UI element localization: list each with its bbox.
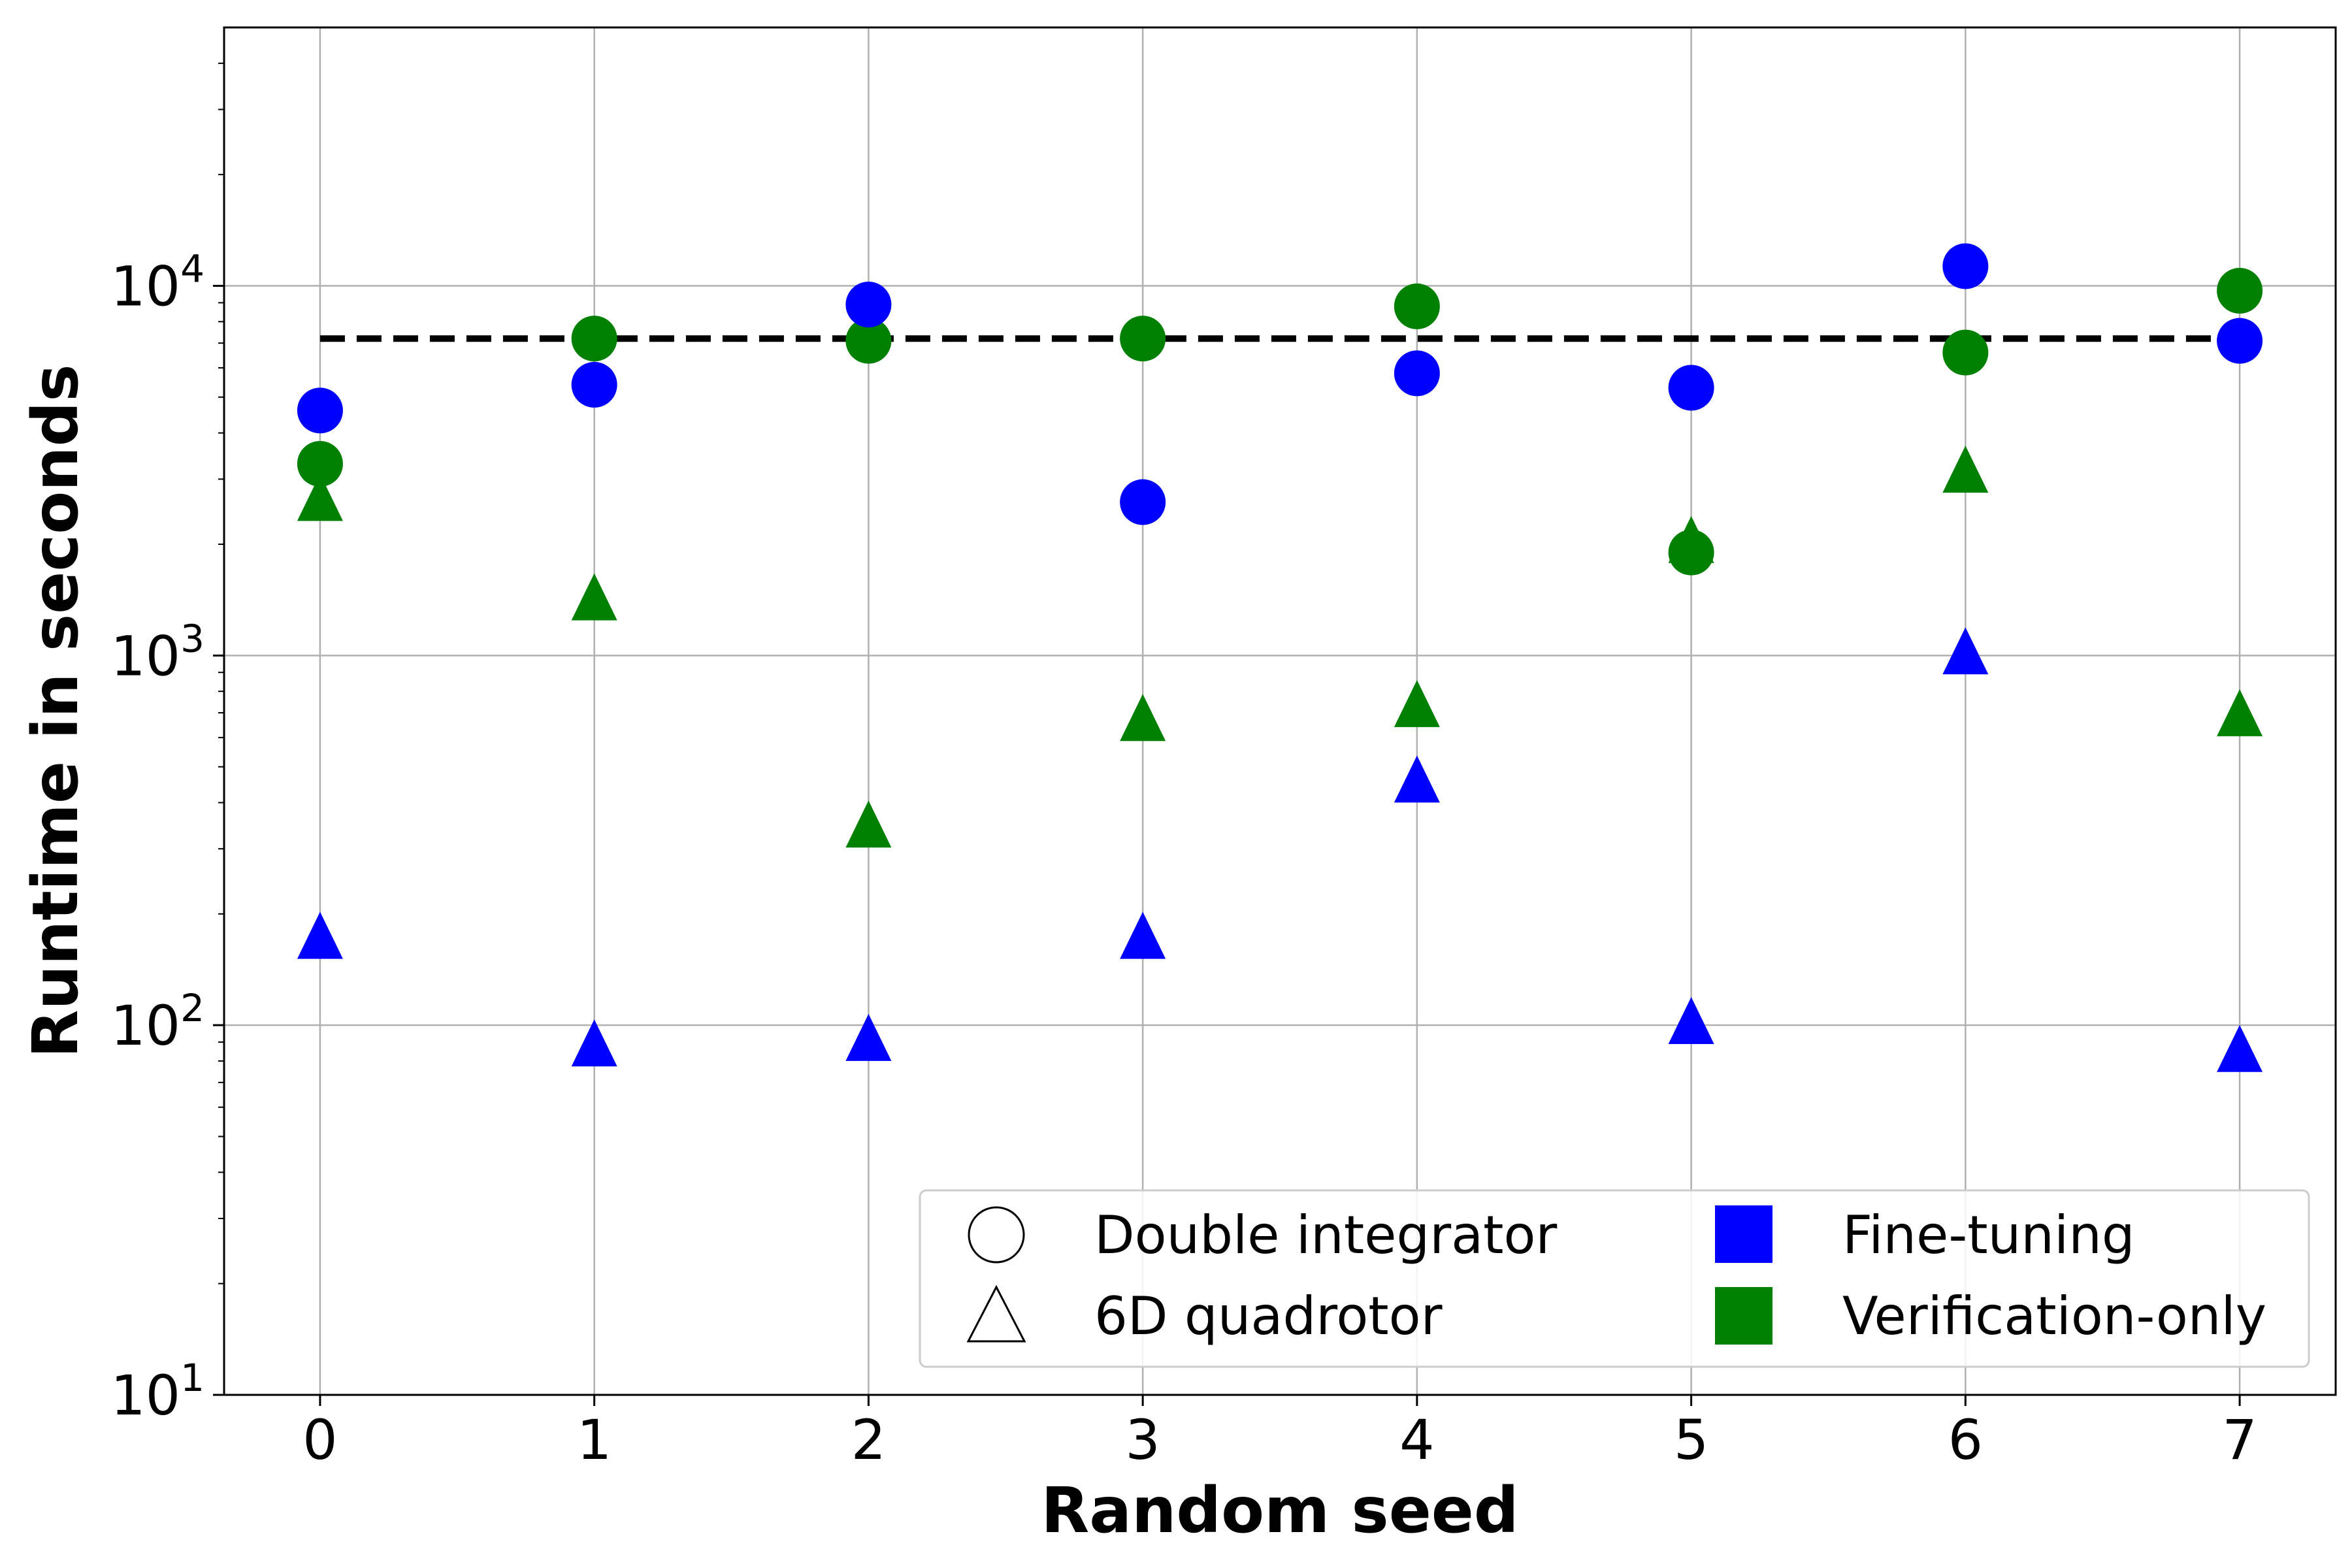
y-tick-label: 102 [110,986,204,1058]
data-point-circle [1394,350,1440,397]
data-point-triangle [297,911,343,959]
grid-lines [224,27,2336,1395]
x-axis-title: Random seed [1041,1474,1518,1547]
data-point-triangle [1120,911,1166,959]
y-tick-label: 103 [110,616,204,688]
legend-fine-tuning-swatch [1715,1205,1772,1263]
legend-box [919,1189,2310,1368]
x-tick-label: 6 [1948,1408,1983,1472]
y-axis-title: Runtime in seconds [19,365,92,1058]
plot-frame [223,26,2337,1396]
data-point-triangle [1668,996,1714,1044]
data-point-circle [571,361,617,408]
data-point-triangle [1942,446,1989,493]
data-point-triangle [1120,694,1166,742]
data-point-triangle [1394,755,1440,803]
data-point-triangle [1394,679,1440,727]
y-tick-label: 101 [110,1356,204,1428]
x-tick-label: 5 [1674,1408,1708,1472]
legend-label-fine-tuning: Fine-tuning [1842,1205,2135,1266]
data-point-triangle [297,474,343,521]
data-point-triangle [845,800,892,848]
data-point-triangle [2217,1024,2263,1072]
axis-ticks: 0 1 2 3 4 5 6 7 101 102 103 104 [110,62,2257,1472]
x-tick-label: 3 [1125,1408,1160,1472]
data-point-circle [2217,267,2263,314]
data-point-circle [1120,479,1166,525]
legend-triangle-icon [966,1284,1026,1343]
data-point-circle [845,282,892,328]
data-point-circle [1942,243,1989,289]
x-tick-label: 2 [851,1408,886,1472]
data-point-circle [571,316,617,362]
x-tick-label: 0 [302,1408,337,1472]
data-point-triangle [571,1019,617,1067]
data-point-circle [2217,318,2263,364]
legend: Double integrator 6D quadrotor Fine-tuni… [919,1189,2310,1368]
data-point-circle [1942,329,1989,376]
y-tick-label: 104 [110,247,204,319]
legend-label-double-integrator: Double integrator [1094,1205,1557,1266]
legend-circle-icon [968,1206,1025,1264]
data-point-circle [1668,365,1714,411]
data-point-circle [297,387,343,434]
data-point-triangle [1668,515,1714,563]
data-point-triangle [845,1013,892,1061]
data-point-triangle [571,573,617,621]
data-point-triangle [2217,689,2263,736]
data-point-circle [845,318,892,364]
legend-label-6d-quadrotor: 6D quadrotor [1094,1286,1443,1347]
x-tick-label: 1 [577,1408,612,1472]
data-point-circle [1120,316,1166,362]
legend-label-verification-only: Verification-only [1842,1286,2266,1347]
data-point-triangle [1942,627,1989,675]
x-tick-label: 7 [2222,1408,2257,1472]
data-point-circle [297,440,343,487]
x-tick-label: 4 [1399,1408,1434,1472]
data-point-circle [1394,283,1440,329]
legend-verification-only-swatch [1715,1287,1772,1345]
data-points [297,243,2263,1072]
